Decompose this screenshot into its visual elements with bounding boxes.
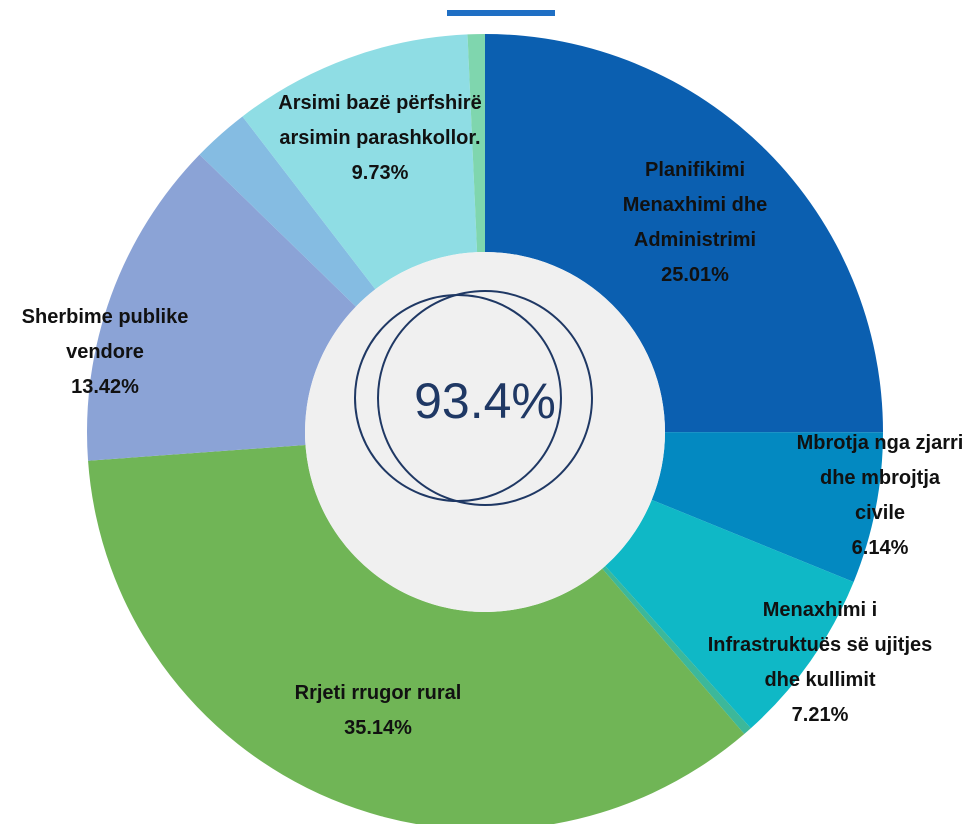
slice-label: Menaxhimi i Infrastruktuës së ujitjes dh… [708,593,933,733]
slice-label: Sherbime publike vendore 13.42% [0,300,210,405]
ring [354,294,562,502]
donut-hole [305,252,665,612]
slice [199,116,376,307]
ring [377,290,593,506]
category-name: Arsimi bazë përfshirë arsimin parashkoll… [278,92,482,149]
slice [87,154,356,461]
value-label: 7.21% [791,704,849,726]
slice [88,444,745,824]
value-label: 13.42% [71,376,139,398]
slice [651,432,883,582]
slice [467,34,485,253]
category-name: Mbrotja nga zjarri dhe mbrojtja civile [796,432,964,524]
slice [242,34,478,290]
category-name: Rrjeti rrugor rural [294,682,462,704]
value-label: 6.14% [851,537,909,559]
slice-label: Rrjeti rrugor rural 35.14% [248,676,508,746]
center-label: 93.4% [414,373,556,429]
category-name: Planifikimi Menaxhimi dhe Administrimi [622,159,768,251]
value-label: 35.14% [344,717,412,739]
slice [485,34,883,433]
slice-label: Mbrotja nga zjarri dhe mbrojtja civile 6.… [793,426,966,566]
value-label: 25.01% [661,264,729,286]
slice [602,565,751,734]
header-bar [447,10,555,16]
slice-label: Arsimi bazë përfshirë arsimin parashkoll… [268,86,493,191]
value-label: 9.73% [351,162,409,184]
category-name: Sherbime publike vendore [21,306,189,363]
slice-label: Planifikimi Menaxhimi dhe Administrimi 25… [595,153,795,293]
category-name: Menaxhimi i Infrastruktuës së ujitjes dh… [707,599,933,691]
slice [605,499,854,729]
